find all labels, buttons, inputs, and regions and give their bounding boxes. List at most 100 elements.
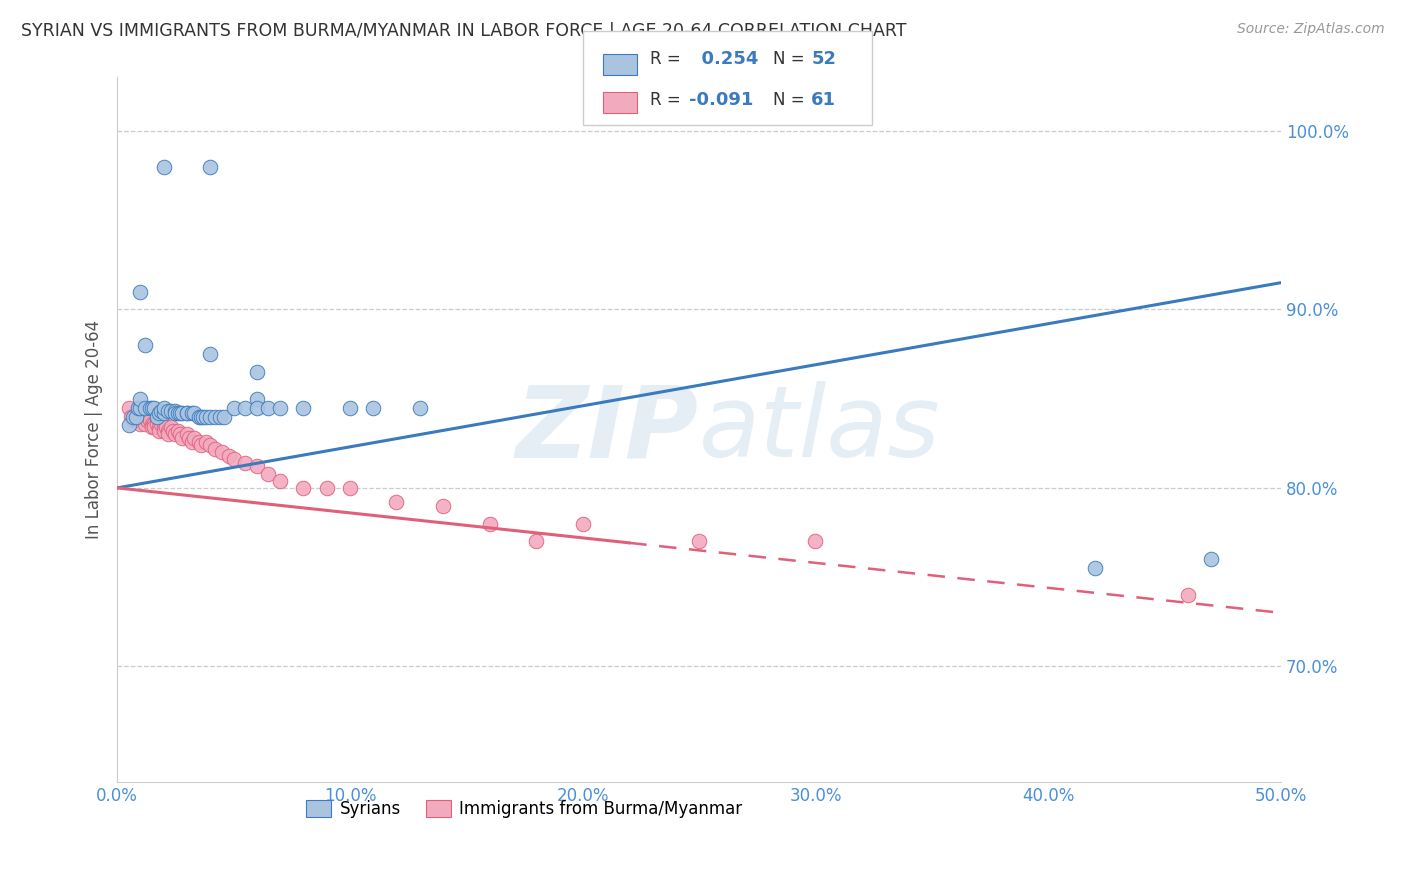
Point — [165, 427, 187, 442]
Point — [166, 406, 188, 420]
Text: 61: 61 — [811, 91, 837, 109]
Point — [183, 431, 205, 445]
Point — [159, 420, 181, 434]
Text: ZIP: ZIP — [516, 382, 699, 478]
Text: N =: N = — [773, 51, 804, 69]
Point — [339, 481, 361, 495]
Point — [134, 413, 156, 427]
Point — [432, 499, 454, 513]
Text: 0.254: 0.254 — [689, 51, 758, 69]
Point — [148, 406, 170, 420]
Point — [152, 420, 174, 434]
Point — [179, 431, 201, 445]
Point — [269, 401, 291, 415]
Point — [688, 534, 710, 549]
Point — [143, 417, 166, 431]
Point — [1084, 561, 1107, 575]
Text: R =: R = — [650, 51, 681, 69]
Point — [165, 404, 187, 418]
Point — [148, 420, 170, 434]
Point — [125, 409, 148, 424]
Point — [141, 401, 163, 415]
Point — [127, 401, 149, 415]
Point — [145, 409, 167, 424]
Point — [134, 401, 156, 415]
Point — [257, 467, 280, 481]
Point — [315, 481, 337, 495]
Point — [129, 409, 152, 424]
Point — [233, 456, 256, 470]
Point — [172, 406, 194, 420]
Point — [118, 418, 141, 433]
Point — [143, 401, 166, 415]
Text: R =: R = — [650, 91, 681, 109]
Point — [385, 495, 408, 509]
Point — [166, 424, 188, 438]
Point — [193, 409, 215, 424]
Point — [218, 449, 240, 463]
Y-axis label: In Labor Force | Age 20-64: In Labor Force | Age 20-64 — [86, 320, 103, 540]
Point — [134, 338, 156, 352]
Point — [122, 413, 145, 427]
Point — [246, 365, 269, 379]
Point — [150, 417, 173, 431]
Point — [571, 516, 593, 531]
Point — [132, 409, 155, 424]
Point — [194, 409, 217, 424]
Point — [292, 481, 315, 495]
Point — [200, 409, 222, 424]
Point — [118, 401, 141, 415]
Text: N =: N = — [773, 91, 804, 109]
Point — [190, 438, 212, 452]
Point — [200, 438, 222, 452]
Point — [183, 406, 205, 420]
Point — [1177, 588, 1199, 602]
Point — [157, 427, 180, 442]
Point — [478, 516, 501, 531]
Text: 52: 52 — [811, 51, 837, 69]
Point — [176, 406, 198, 420]
Point — [139, 413, 162, 427]
Point — [129, 392, 152, 406]
Legend: Syrians, Immigrants from Burma/Myanmar: Syrians, Immigrants from Burma/Myanmar — [299, 793, 749, 825]
Point — [141, 417, 163, 431]
Point — [162, 424, 184, 438]
Point — [211, 445, 233, 459]
Point — [169, 427, 191, 442]
Point — [134, 417, 156, 431]
Point — [524, 534, 547, 549]
Point — [204, 442, 226, 456]
Point — [169, 406, 191, 420]
Text: Source: ZipAtlas.com: Source: ZipAtlas.com — [1237, 22, 1385, 37]
Point — [152, 424, 174, 438]
Point — [136, 413, 159, 427]
Point — [143, 420, 166, 434]
Point — [141, 420, 163, 434]
Point — [165, 406, 187, 420]
Point — [180, 434, 202, 449]
Point — [804, 534, 827, 549]
Point — [208, 409, 231, 424]
Point — [157, 424, 180, 438]
Point — [212, 409, 235, 424]
Point — [172, 431, 194, 445]
Point — [292, 401, 315, 415]
Point — [222, 452, 245, 467]
Point — [204, 409, 226, 424]
Point — [200, 160, 222, 174]
Point — [127, 413, 149, 427]
Text: -0.091: -0.091 — [689, 91, 754, 109]
Point — [152, 406, 174, 420]
Point — [339, 401, 361, 415]
Point — [180, 406, 202, 420]
Point — [257, 401, 280, 415]
Point — [200, 347, 222, 361]
Point — [361, 401, 384, 415]
Point — [190, 409, 212, 424]
Point — [145, 417, 167, 431]
Point — [129, 417, 152, 431]
Point — [129, 413, 152, 427]
Point — [129, 401, 152, 415]
Point — [122, 409, 145, 424]
Point — [246, 459, 269, 474]
